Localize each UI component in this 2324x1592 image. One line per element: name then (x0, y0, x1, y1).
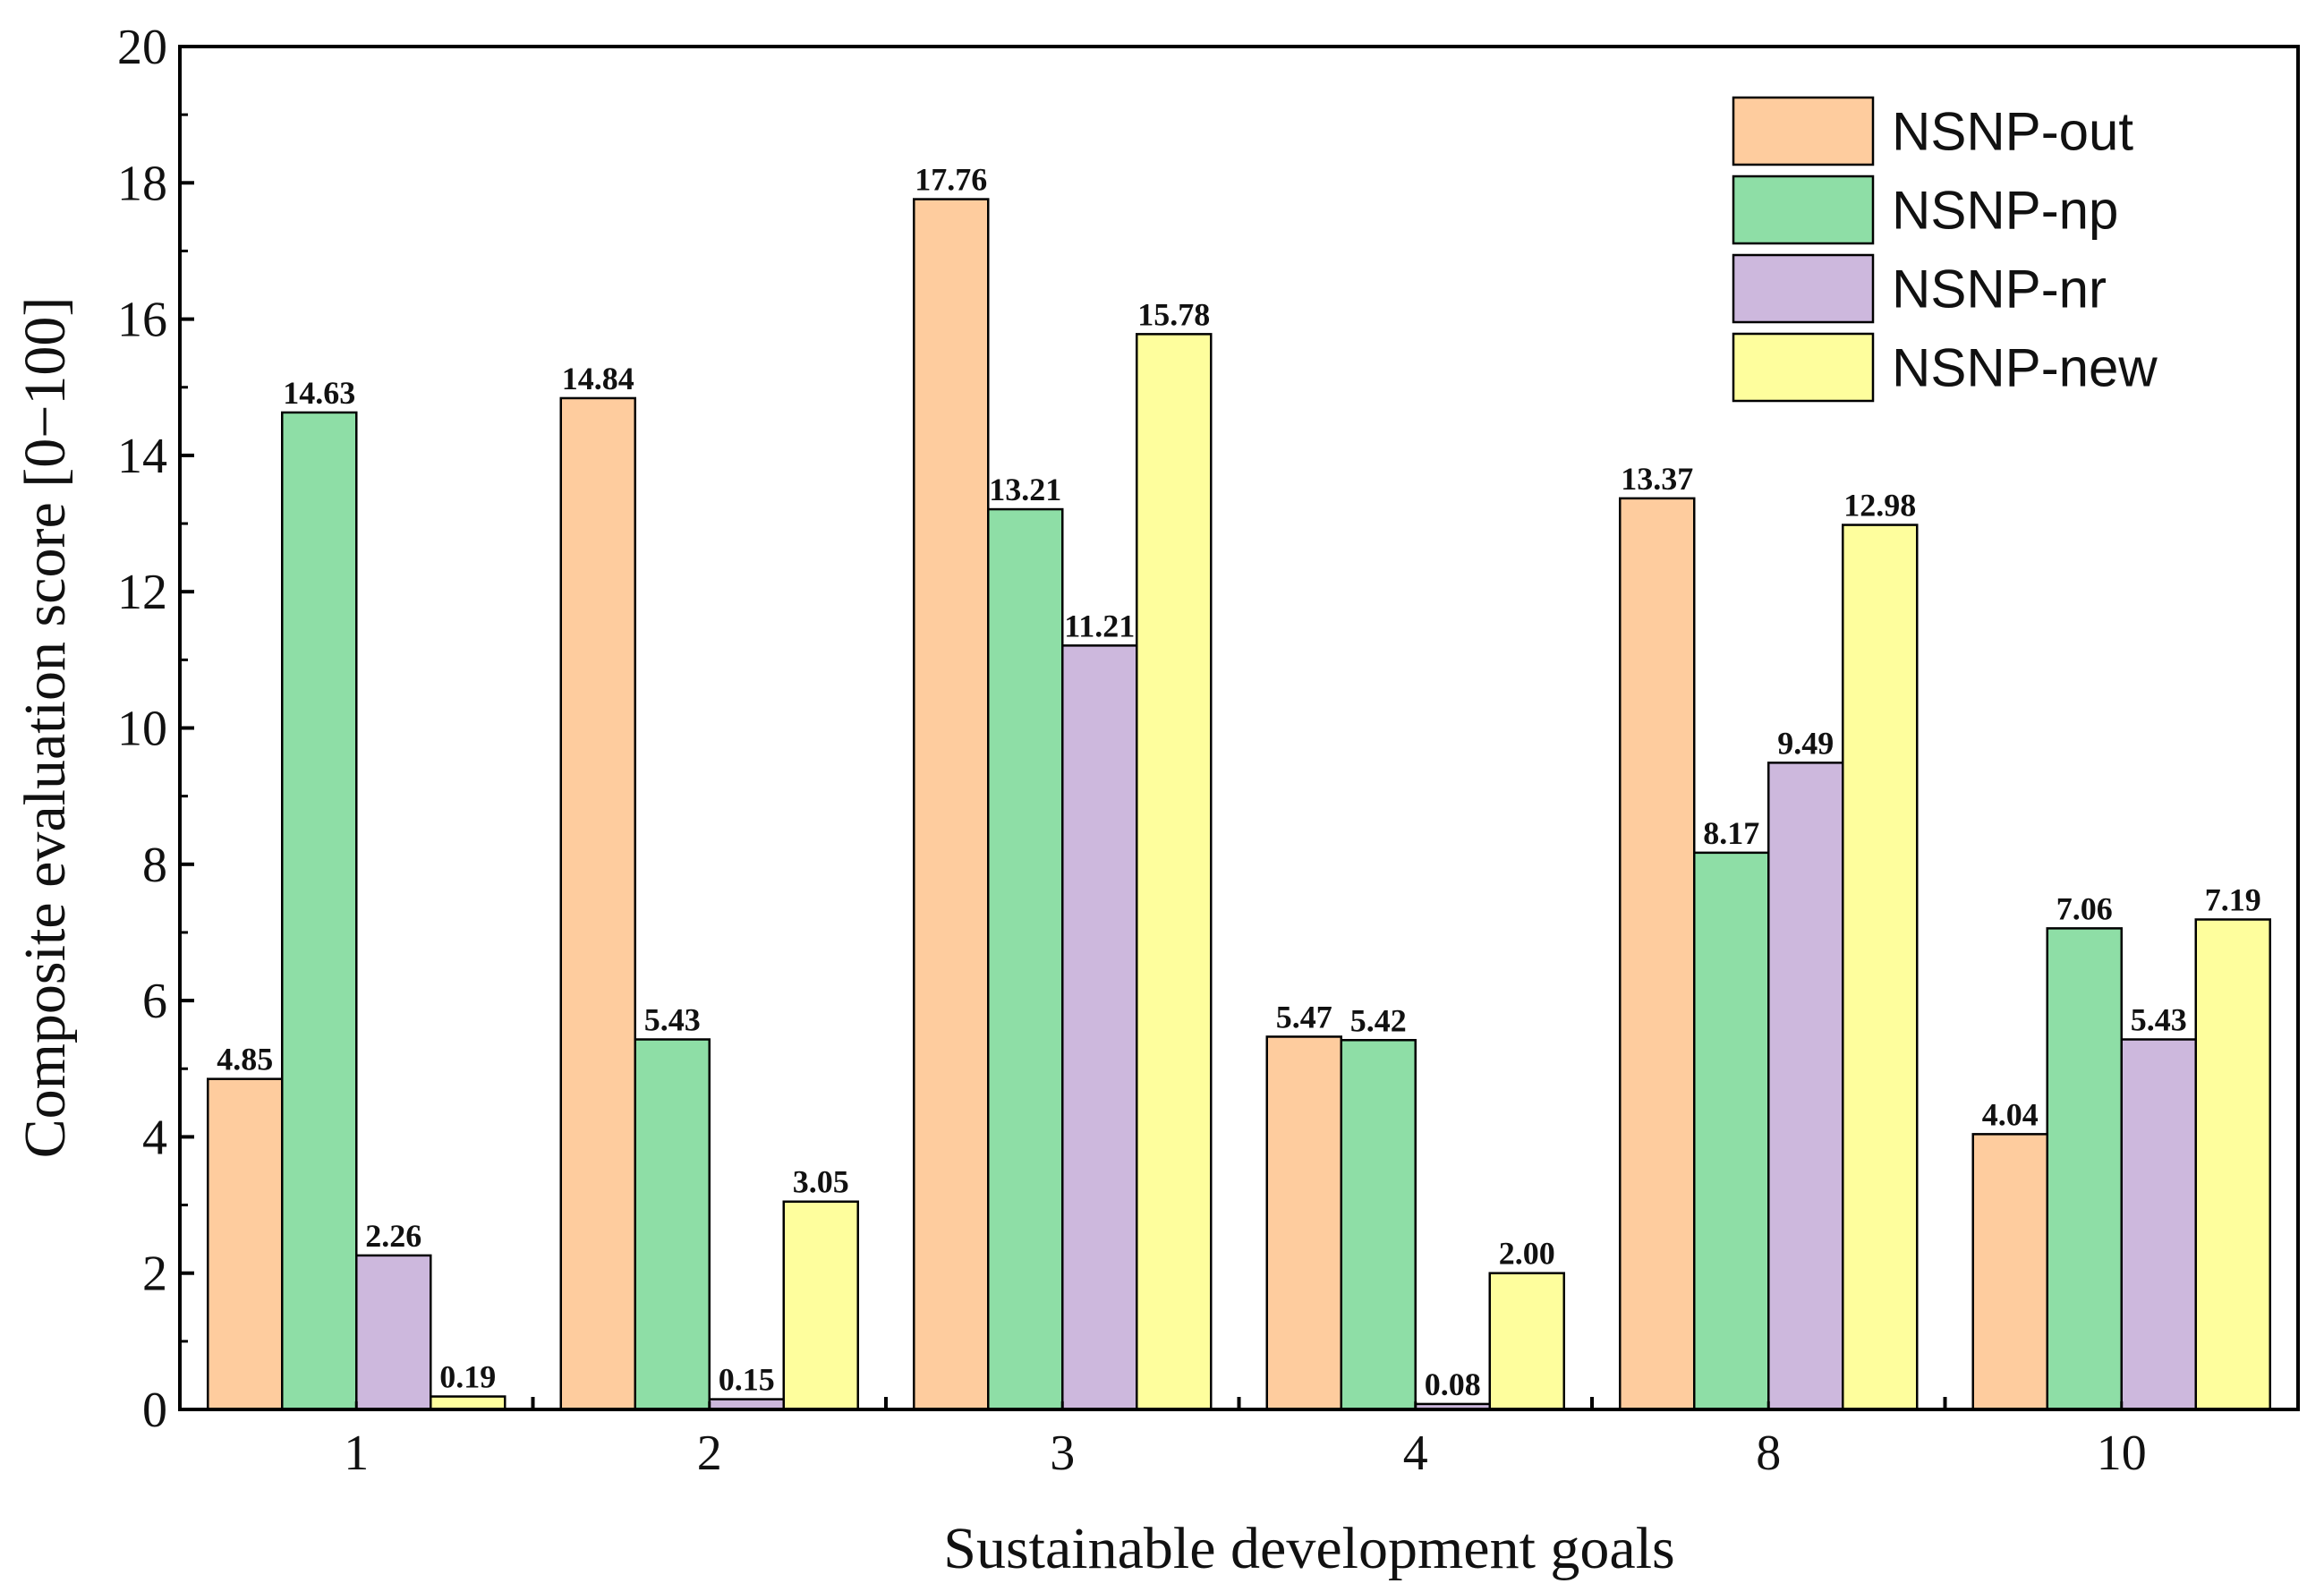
bar-nsnp-nr-goal-10[interactable] (2120, 1038, 2197, 1411)
y-tick-label: 12 (117, 565, 167, 620)
legend-swatch-nsnp-np (1732, 175, 1875, 245)
bar-value-label: 4.85 (217, 1042, 273, 1077)
bar-value-label: 0.08 (1425, 1366, 1481, 1402)
bar-nsnp-out-goal-8[interactable] (1619, 497, 1696, 1411)
x-tick-label: 2 (697, 1426, 722, 1481)
bar-nsnp-nr-goal-8[interactable] (1767, 762, 1844, 1411)
x-tick-label: 4 (1403, 1426, 1428, 1481)
x-tick-label: 1 (344, 1426, 369, 1481)
bar-value-label: 4.04 (1982, 1096, 2039, 1132)
bar-nsnp-out-goal-2[interactable] (559, 396, 636, 1411)
bar-nsnp-new-goal-3[interactable] (1136, 333, 1213, 1411)
bar-value-label: 9.49 (1777, 725, 1834, 761)
bar-value-label: 0.19 (439, 1359, 496, 1395)
legend-label: NSNP-new (1892, 338, 2158, 398)
legend-label: NSNP-out (1892, 102, 2133, 162)
bar-value-label: 13.21 (989, 472, 1061, 507)
y-tick-label: 0 (142, 1383, 167, 1438)
bars-layer (207, 198, 2271, 1411)
y-tick-label: 20 (117, 20, 167, 75)
bar-nsnp-new-goal-4[interactable] (1488, 1272, 1565, 1411)
y-tick-label: 14 (117, 429, 167, 484)
bar-value-label: 11.21 (1064, 608, 1135, 643)
bar-nsnp-new-goal-10[interactable] (2194, 918, 2271, 1411)
bar-value-label: 5.43 (644, 1002, 701, 1038)
bar-nsnp-np-goal-8[interactable] (1693, 851, 1770, 1411)
bar-value-label: 13.37 (1621, 461, 1693, 497)
x-axis-title: Sustainable development goals (943, 1516, 1675, 1581)
bar-value-label: 8.17 (1703, 815, 1759, 851)
x-tick-label: 8 (1756, 1426, 1781, 1481)
bar-nsnp-np-goal-3[interactable] (987, 507, 1064, 1411)
y-tick-label: 10 (117, 702, 167, 757)
y-tick-label: 2 (142, 1247, 167, 1302)
y-tick-label: 16 (117, 293, 167, 348)
y-tick-label: 4 (142, 1110, 167, 1165)
bar-value-label: 3.05 (793, 1164, 849, 1200)
y-tick-label: 18 (117, 156, 167, 211)
bar-value-label: 5.42 (1350, 1002, 1407, 1038)
bar-value-label: 0.15 (719, 1362, 775, 1398)
bar-nsnp-new-goal-2[interactable] (782, 1200, 859, 1411)
bar-nsnp-np-goal-1[interactable] (281, 411, 358, 1411)
bar-value-label: 5.47 (1276, 999, 1332, 1034)
bar-value-label: 7.19 (2205, 881, 2261, 917)
legend-swatch-nsnp-out (1732, 96, 1875, 166)
legend-label: NSNP-np (1892, 181, 2118, 241)
x-tick-label: 10 (2097, 1426, 2147, 1481)
x-tick-label: 3 (1050, 1426, 1075, 1481)
bar-value-label: 2.00 (1499, 1236, 1555, 1272)
bar-value-label: 15.78 (1137, 296, 1210, 332)
bar-nsnp-np-goal-10[interactable] (2046, 927, 2123, 1411)
bar-nsnp-new-goal-1[interactable] (430, 1395, 507, 1411)
bar-value-label: 17.76 (915, 162, 987, 198)
y-axis-title: Composite evaluation score [0−100] (13, 297, 78, 1159)
bar-value-label: 14.63 (283, 375, 355, 411)
bar-nsnp-out-goal-1[interactable] (207, 1077, 284, 1411)
bar-value-label: 2.26 (365, 1218, 421, 1254)
bar-value-label: 14.84 (562, 361, 634, 396)
legend-label: NSNP-nr (1892, 260, 2107, 319)
bar-nsnp-nr-goal-1[interactable] (355, 1254, 432, 1411)
bar-labels-layer: 4.85 14.63 2.26 0.19 14.84 5.43 0.15 3.05 17.76 1… (217, 162, 2261, 1402)
y-tick-label: 8 (142, 838, 167, 893)
bar-nsnp-out-goal-10[interactable] (1971, 1133, 2048, 1411)
bar-value-label: 7.06 (2056, 890, 2113, 926)
legend-swatch-nsnp-new (1732, 332, 1875, 403)
bar-value-label: 5.43 (2131, 1002, 2187, 1038)
legend: NSNP-out NSNP-np NSNP-nr NSNP-new (1732, 96, 2158, 403)
y-tick-label: 6 (142, 974, 167, 1029)
bar-nsnp-out-goal-4[interactable] (1265, 1035, 1342, 1411)
bar-nsnp-out-goal-3[interactable] (913, 198, 990, 1411)
bar-nsnp-np-goal-2[interactable] (634, 1038, 711, 1411)
bar-value-label: 12.98 (1843, 488, 1916, 524)
bar-nsnp-new-goal-8[interactable] (1842, 524, 1919, 1411)
legend-swatch-nsnp-nr (1732, 253, 1875, 324)
bar-nsnp-np-goal-4[interactable] (1340, 1039, 1417, 1411)
bar-nsnp-nr-goal-3[interactable] (1061, 644, 1138, 1411)
